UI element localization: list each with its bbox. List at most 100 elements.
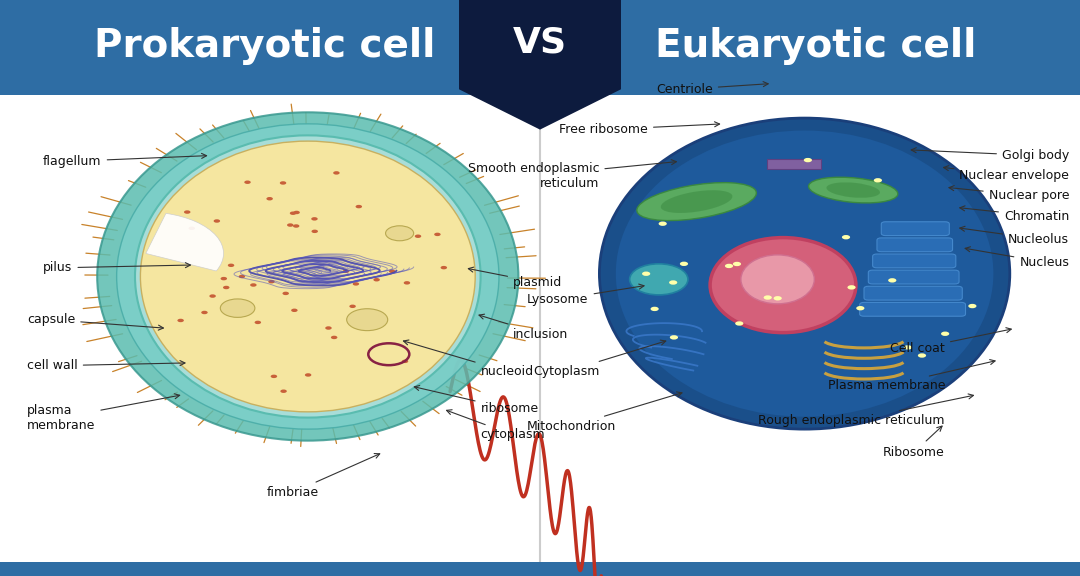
Ellipse shape <box>741 255 814 304</box>
Circle shape <box>670 335 678 340</box>
FancyBboxPatch shape <box>0 95 1080 576</box>
Circle shape <box>374 278 380 282</box>
Circle shape <box>342 270 349 273</box>
Text: Cell coat: Cell coat <box>890 328 1011 355</box>
Circle shape <box>642 271 650 276</box>
Ellipse shape <box>117 124 499 429</box>
Text: Prokaryotic cell: Prokaryotic cell <box>94 26 435 65</box>
Text: pilus: pilus <box>43 262 190 274</box>
Text: Nucleolus: Nucleolus <box>960 226 1069 245</box>
Circle shape <box>293 224 299 228</box>
Circle shape <box>189 226 195 230</box>
Circle shape <box>402 359 408 363</box>
Circle shape <box>404 281 410 285</box>
Circle shape <box>325 326 332 329</box>
Circle shape <box>251 283 257 287</box>
Circle shape <box>389 270 395 273</box>
Circle shape <box>283 291 289 295</box>
Ellipse shape <box>711 238 856 333</box>
Circle shape <box>287 223 294 227</box>
Text: inclusion: inclusion <box>480 314 568 340</box>
Text: plasma
membrane: plasma membrane <box>27 394 179 431</box>
Circle shape <box>220 277 227 281</box>
Text: VS: VS <box>513 26 567 60</box>
Circle shape <box>289 211 296 215</box>
Text: Rough endoplasmic reticulum: Rough endoplasmic reticulum <box>758 394 973 427</box>
Text: Ribosome: Ribosome <box>883 426 945 458</box>
FancyBboxPatch shape <box>864 286 962 300</box>
Circle shape <box>305 373 311 377</box>
Circle shape <box>969 304 976 308</box>
Circle shape <box>281 389 287 393</box>
Text: capsule: capsule <box>27 313 163 330</box>
FancyBboxPatch shape <box>868 270 959 284</box>
Circle shape <box>650 307 659 311</box>
Circle shape <box>918 353 926 358</box>
Circle shape <box>670 281 677 285</box>
Circle shape <box>659 222 666 226</box>
Circle shape <box>441 266 447 270</box>
Circle shape <box>210 294 216 298</box>
FancyBboxPatch shape <box>0 562 1080 576</box>
Text: Mitochondrion: Mitochondrion <box>526 392 681 433</box>
Circle shape <box>239 275 245 278</box>
Ellipse shape <box>599 118 1010 429</box>
Ellipse shape <box>97 112 518 441</box>
Circle shape <box>804 158 812 162</box>
Circle shape <box>267 197 273 200</box>
Circle shape <box>735 321 743 325</box>
Circle shape <box>244 180 251 184</box>
Text: Golgi body: Golgi body <box>912 147 1069 162</box>
Circle shape <box>222 286 229 289</box>
Circle shape <box>294 211 300 214</box>
Text: cytoplasm: cytoplasm <box>446 410 545 441</box>
Circle shape <box>848 285 855 290</box>
Text: ribosome: ribosome <box>415 385 539 415</box>
Circle shape <box>292 309 298 312</box>
Ellipse shape <box>826 183 880 198</box>
Circle shape <box>386 226 414 241</box>
Circle shape <box>381 317 388 321</box>
Circle shape <box>184 210 190 214</box>
Text: Nuclear pore: Nuclear pore <box>949 185 1069 202</box>
Text: fimbriae: fimbriae <box>267 453 380 499</box>
Circle shape <box>214 219 220 223</box>
Circle shape <box>630 264 688 295</box>
Text: Smooth endoplasmic
reticulum: Smooth endoplasmic reticulum <box>468 160 676 190</box>
FancyBboxPatch shape <box>881 222 949 236</box>
Circle shape <box>271 374 278 378</box>
Circle shape <box>349 305 355 308</box>
Polygon shape <box>459 0 621 130</box>
Text: nucleoid: nucleoid <box>404 340 534 378</box>
Circle shape <box>415 234 421 238</box>
Circle shape <box>941 332 949 336</box>
FancyBboxPatch shape <box>877 238 953 252</box>
Circle shape <box>842 235 850 240</box>
Circle shape <box>353 282 360 286</box>
Circle shape <box>330 336 337 339</box>
Circle shape <box>856 306 864 310</box>
Text: Lysosome: Lysosome <box>527 284 644 306</box>
Text: cell wall: cell wall <box>27 359 185 372</box>
Circle shape <box>201 311 207 314</box>
Circle shape <box>888 278 896 283</box>
Circle shape <box>177 319 184 322</box>
Circle shape <box>311 230 318 233</box>
Ellipse shape <box>140 141 475 412</box>
Circle shape <box>347 309 388 331</box>
Polygon shape <box>767 159 821 169</box>
Circle shape <box>904 345 912 350</box>
Ellipse shape <box>661 190 732 213</box>
Text: Cytoplasm: Cytoplasm <box>534 340 665 378</box>
Circle shape <box>733 262 741 266</box>
Text: Nuclear envelope: Nuclear envelope <box>944 165 1069 182</box>
Text: Centriole: Centriole <box>656 82 768 96</box>
Circle shape <box>355 205 362 209</box>
Ellipse shape <box>637 183 756 221</box>
Circle shape <box>680 262 688 266</box>
Circle shape <box>725 264 733 268</box>
Circle shape <box>874 178 882 183</box>
Text: Eukaryotic cell: Eukaryotic cell <box>654 26 976 65</box>
Circle shape <box>268 280 274 283</box>
Text: Nucleus: Nucleus <box>966 247 1069 268</box>
